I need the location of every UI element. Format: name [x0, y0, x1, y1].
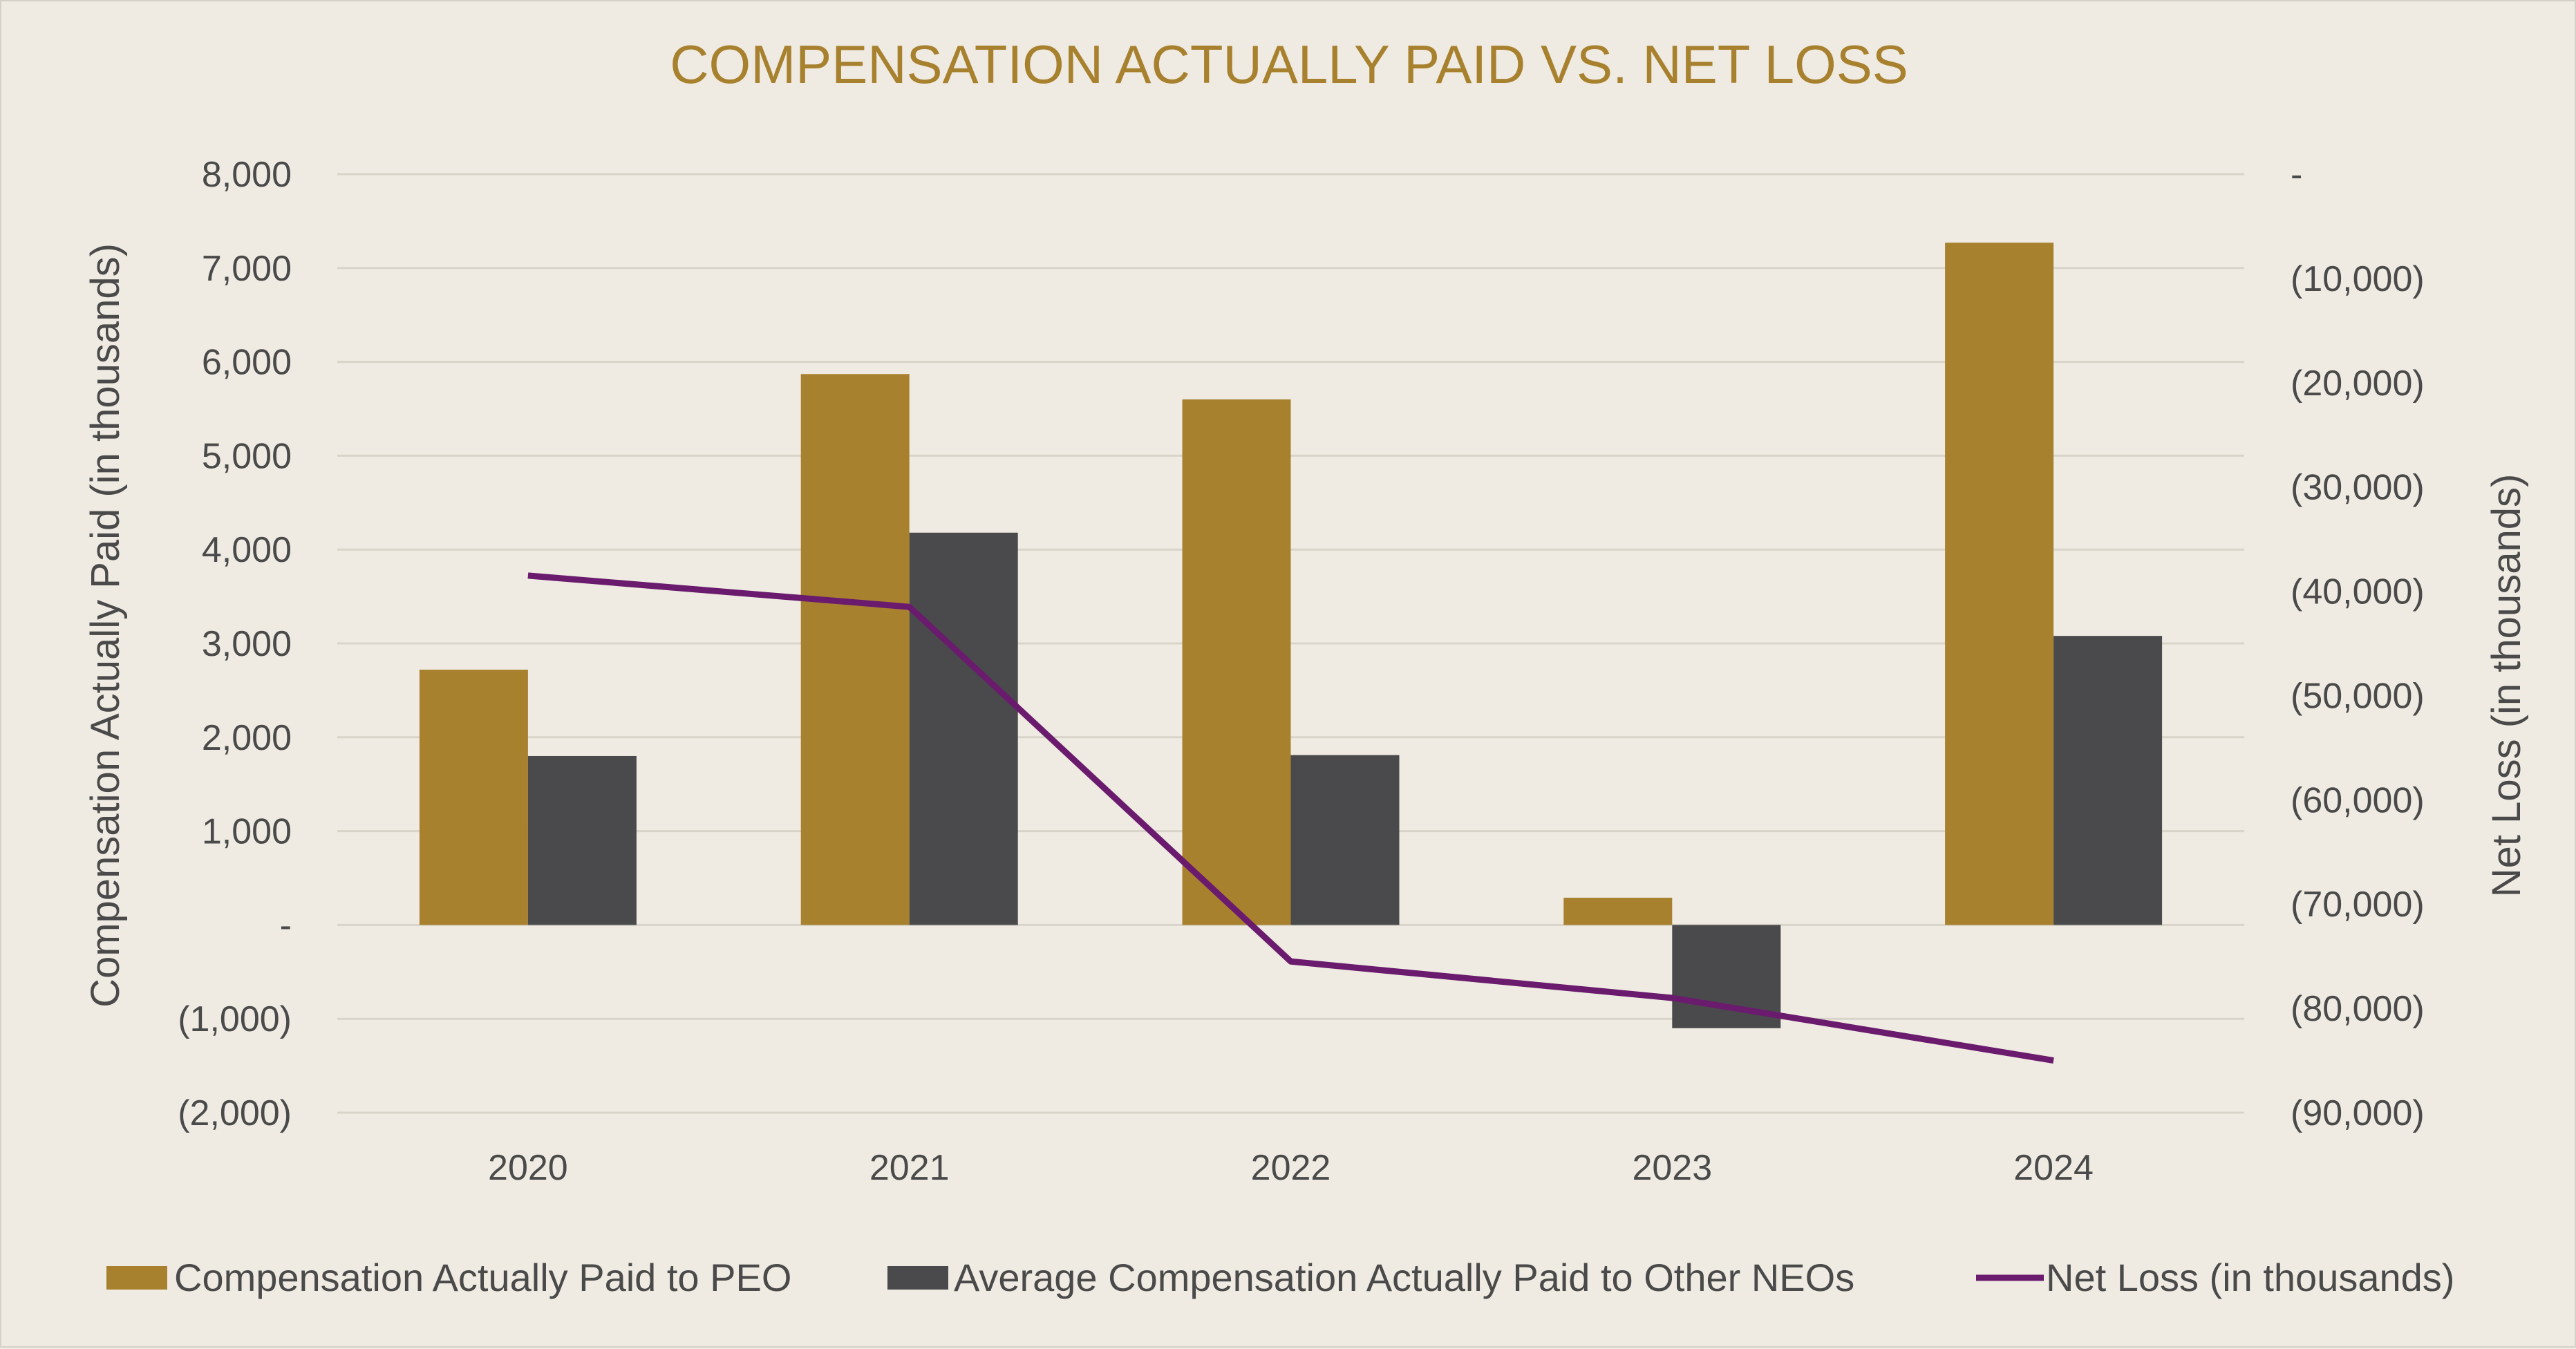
- left-tick-label: 7,000: [202, 249, 292, 289]
- bar-neo-2024: [2053, 636, 2162, 925]
- left-tick-label: 6,000: [202, 343, 292, 383]
- legend-label-neo: Average Compensation Actually Paid to Ot…: [954, 1256, 1854, 1299]
- legend-label-peo: Compensation Actually Paid to PEO: [174, 1256, 791, 1299]
- left-tick-label: 5,000: [202, 436, 292, 476]
- left-tick-label: -: [280, 905, 292, 945]
- x-tick-label: 2024: [2013, 1148, 2094, 1188]
- bar-peo-2020: [420, 670, 528, 925]
- bar-neo-2022: [1291, 755, 1400, 925]
- x-axis-ticks: 2020 2021 2022 2023 2024: [488, 1148, 2094, 1188]
- right-tick-label: (10,000): [2291, 259, 2425, 299]
- x-tick-label: 2021: [869, 1148, 950, 1188]
- right-tick-label: (90,000): [2291, 1093, 2425, 1133]
- right-axis-title: Net Loss (in thousands): [2484, 474, 2529, 898]
- left-axis-title: Compensation Actually Paid (in thousands…: [83, 243, 128, 1008]
- bar-neo-2020: [528, 756, 637, 925]
- right-tick-label: -: [2291, 155, 2302, 195]
- legend-swatch-peo: [106, 1266, 167, 1290]
- right-tick-label: (70,000): [2291, 885, 2425, 925]
- right-tick-label: (40,000): [2291, 572, 2425, 612]
- x-tick-label: 2023: [1632, 1148, 1712, 1188]
- left-axis-ticks: 8,000 7,000 6,000 5,000 4,000 3,000 2,000 1,000…: [178, 155, 292, 1133]
- x-tick-label: 2022: [1251, 1148, 1331, 1188]
- right-tick-label: (60,000): [2291, 780, 2425, 820]
- chart-title: COMPENSATION ACTUALLY PAID VS. NET LOSS: [670, 34, 1908, 95]
- legend-label-net-loss: Net Loss (in thousands): [2046, 1256, 2454, 1299]
- bar-peo-2023: [1563, 898, 1672, 925]
- right-tick-label: (20,000): [2291, 364, 2425, 404]
- bar-peo-2024: [1945, 243, 2053, 925]
- legend: Compensation Actually Paid to PEO Average…: [106, 1256, 2454, 1299]
- right-axis-ticks: - (10,000) (20,000) (30,000) (40,000) (50,000…: [2291, 155, 2425, 1133]
- left-tick-label: 1,000: [202, 812, 292, 852]
- right-tick-label: (30,000): [2291, 468, 2425, 508]
- bar-peo-2022: [1183, 399, 1291, 925]
- bar-neo-2021: [910, 533, 1018, 925]
- legend-swatch-neo: [887, 1266, 948, 1290]
- left-tick-label: 2,000: [202, 718, 292, 758]
- bar-peo-2021: [801, 374, 910, 925]
- left-tick-label: (1,000): [178, 999, 292, 1039]
- left-tick-label: 8,000: [202, 155, 292, 195]
- left-tick-label: (2,000): [178, 1093, 292, 1133]
- right-tick-label: (80,000): [2291, 989, 2425, 1029]
- x-tick-label: 2020: [488, 1148, 568, 1188]
- left-tick-label: 3,000: [202, 624, 292, 664]
- left-tick-label: 4,000: [202, 530, 292, 570]
- bars: [420, 243, 2162, 1028]
- right-tick-label: (50,000): [2291, 676, 2425, 716]
